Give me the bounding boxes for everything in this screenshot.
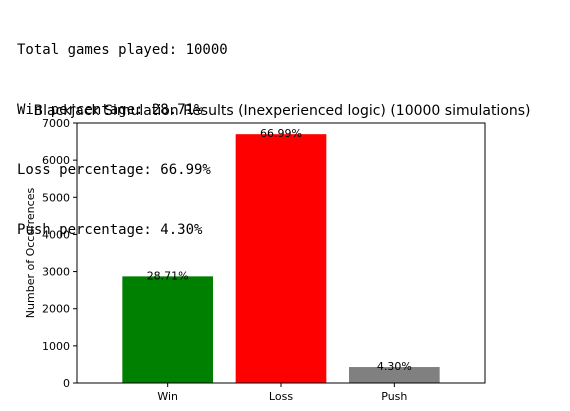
results-bar-chart: Blackjack Simulation Results (Inexperien… bbox=[24, 103, 531, 403]
x-tick-label-win: Win bbox=[157, 390, 178, 403]
y-tick-label-2000: 2000 bbox=[42, 303, 70, 316]
plot-area: 28.71% Win 66.99% Loss 4.30% Push 0 1000 2000 300… bbox=[42, 117, 486, 403]
output-line-push-percentage: Push percentage: 4.30% bbox=[17, 222, 203, 238]
data-label-win: 28.71% bbox=[147, 269, 189, 282]
output-line-win-percentage: Win percentage: 28.71% bbox=[17, 102, 203, 118]
x-tick-label-push: Push bbox=[381, 390, 407, 403]
console-output: Total games played: 10000 Win percentage… bbox=[17, 0, 228, 260]
y-tick-label-0: 0 bbox=[63, 377, 70, 390]
y-tick-label-1000: 1000 bbox=[42, 340, 70, 353]
y-tick-label-7000: 7000 bbox=[42, 117, 70, 130]
y-tick-label-5000: 5000 bbox=[42, 191, 70, 204]
y-axis-label: Number of Occurrences bbox=[24, 188, 37, 319]
output-line-total-games: Total games played: 10000 bbox=[17, 42, 228, 58]
data-label-push: 4.30% bbox=[377, 360, 412, 373]
plot-frame bbox=[76, 122, 486, 384]
chart-title: Blackjack Simulation Results (Inexperien… bbox=[33, 103, 530, 119]
bar-win bbox=[122, 276, 213, 383]
bar-push bbox=[349, 367, 440, 383]
x-tick-label-loss: Loss bbox=[269, 390, 293, 403]
output-line-loss-percentage: Loss percentage: 66.99% bbox=[17, 162, 211, 178]
y-tick-label-4000: 4000 bbox=[42, 228, 70, 241]
data-label-loss: 66.99% bbox=[260, 127, 302, 140]
y-tick-label-6000: 6000 bbox=[42, 154, 70, 167]
bar-loss bbox=[235, 134, 327, 383]
y-tick-label-3000: 3000 bbox=[42, 266, 70, 279]
